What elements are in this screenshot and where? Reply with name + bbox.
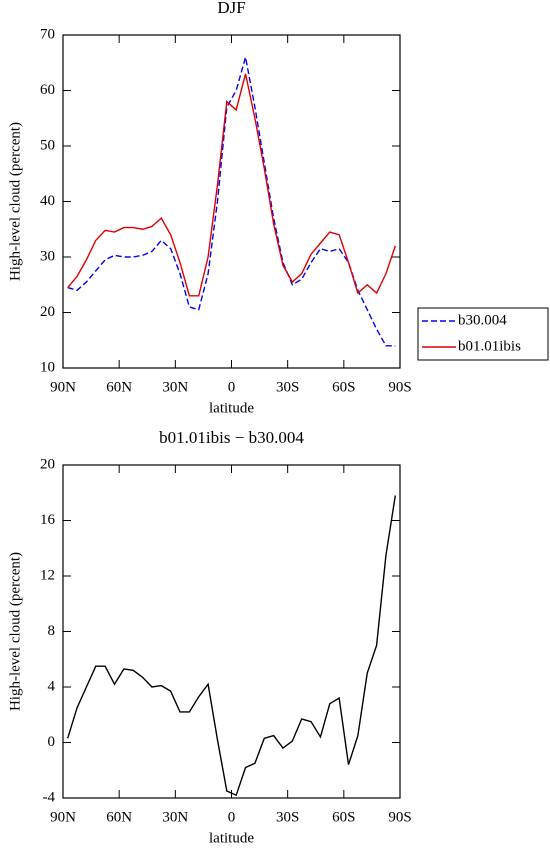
series-line [67,57,396,347]
x-tick-label: 60S [332,379,355,395]
series-line [67,495,397,797]
x-tick-label: 90S [388,809,411,825]
chart-title: b01.01ibis − b30.004 [159,428,304,447]
x-tick-label: 90N [50,379,76,395]
plot-frame [62,34,401,369]
y-tick-label: 16 [40,512,56,528]
x-tick-label: 90N [50,809,76,825]
series-line [67,73,396,297]
y-axis-label: High-level cloud (percent) [7,552,23,711]
y-tick-label: 30 [40,248,55,264]
y-tick-label: 0 [48,734,56,750]
y-axis-label: High-level cloud (percent) [7,122,23,281]
x-tick-label: 90S [388,379,411,395]
y-tick-label: 20 [40,456,55,472]
x-axis-label: latitude [209,400,254,416]
y-tick-label: 70 [40,26,55,42]
y-tick-label: 20 [40,304,55,320]
y-tick-label: 40 [40,193,55,209]
x-tick-label: 60N [106,379,132,395]
legend-label: b01.01ibis [458,338,521,354]
x-axis-label: latitude [209,830,254,846]
x-tick-label: 60S [332,809,355,825]
chart-title: DJF [217,0,245,17]
y-tick-label: 10 [40,359,55,375]
legend-box [417,307,549,361]
x-tick-label: 0 [228,809,236,825]
plot-frame [62,464,401,799]
y-tick-label: 60 [40,82,55,98]
y-tick-label: 4 [48,678,56,694]
x-tick-label: 0 [228,379,236,395]
y-tick-label: 8 [48,623,56,639]
y-tick-label: -4 [43,789,56,805]
x-tick-label: 30S [276,809,299,825]
x-tick-label: 30N [162,809,188,825]
x-tick-label: 30S [276,379,299,395]
y-tick-label: 12 [40,567,55,583]
legend-label: b30.004 [458,312,507,328]
x-tick-label: 60N [106,809,132,825]
y-tick-label: 50 [40,137,55,153]
x-tick-label: 30N [162,379,188,395]
